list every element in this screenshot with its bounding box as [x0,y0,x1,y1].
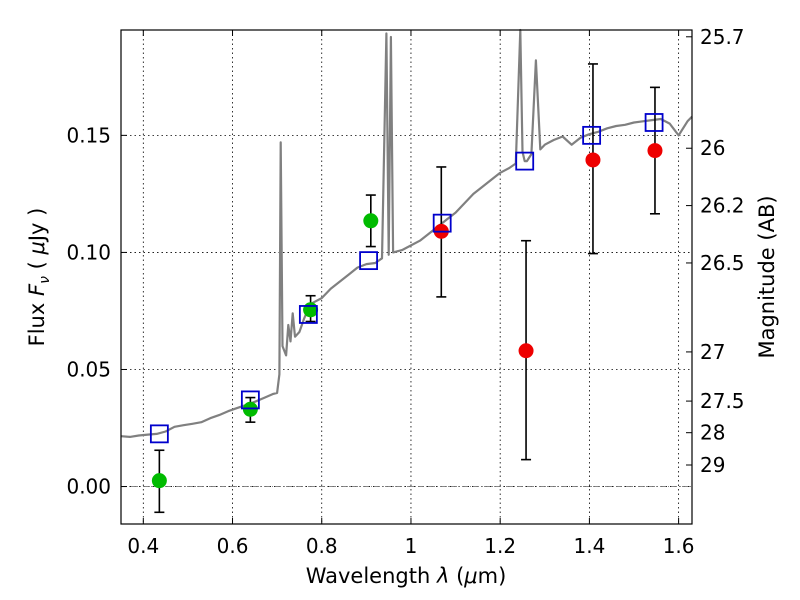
ir-observation-point-1 [518,343,534,359]
y-axis-ticks: 0.00 0.05 0.10 0.15 [66,123,127,499]
right-tick-label-0: 25.7 [700,25,745,49]
model-photometry-square-7 [644,113,664,132]
right-tick-label-3: 26.5 [700,251,745,275]
y-tick-label-3: 0.15 [66,123,111,147]
grid [121,30,692,524]
plot-frame [120,29,693,525]
detection-point-0 [151,473,167,489]
right-tick-label-5: 27.5 [700,389,745,413]
detection-point-3 [363,213,379,229]
x-tick-label-5: 1.4 [573,534,605,558]
x-axis-label: Wavelength λ (μm) [306,564,507,588]
model-photometry-square-3 [359,251,378,271]
detection-point-2 [303,302,319,318]
y-tick-label-0: 0.00 [66,475,111,499]
x-tick-label-1: 0.6 [217,534,249,558]
ir-observation-point-3 [647,143,663,159]
right-tick-label-6: 28 [700,421,725,445]
model-photometry-square-0 [149,424,169,444]
right-axis-label: Magnitude (AB) [755,195,779,358]
y-tick-label-2: 0.10 [66,240,111,264]
x-tick-label-6: 1.6 [663,534,695,558]
right-tick-label-1: 26 [700,136,725,160]
x-tick-label-0: 0.4 [127,534,159,558]
x-axis-ticks: 0.4 0.6 0.8 1 1.2 1.4 1.6 [127,30,695,558]
x-tick-label-4: 1.2 [484,534,516,558]
right-tick-label-4: 27 [700,340,725,364]
right-tick-label-2: 26.2 [700,194,745,218]
y-tick-label-1: 0.05 [66,357,111,381]
axes [120,29,693,525]
right-axis-ticks: 25.7 26 26.2 26.5 27 27.5 28 29 [686,25,745,477]
model-photometry [149,113,664,444]
observed-points [151,143,663,489]
right-tick-label-7: 29 [700,453,725,477]
x-tick-label-2: 0.8 [306,534,338,558]
model-photometry-square-4 [432,213,452,233]
ir-observation-point-2 [585,152,601,168]
x-tick-label-3: 1 [405,534,418,558]
y-axis-label: Flux Fν ( μJy ) [25,208,53,347]
model-photometry-square-2 [298,305,318,324]
model-photometry-square-5 [515,151,535,171]
model-photometry-square-1 [240,390,260,410]
model-photometry-square-6 [582,125,602,145]
